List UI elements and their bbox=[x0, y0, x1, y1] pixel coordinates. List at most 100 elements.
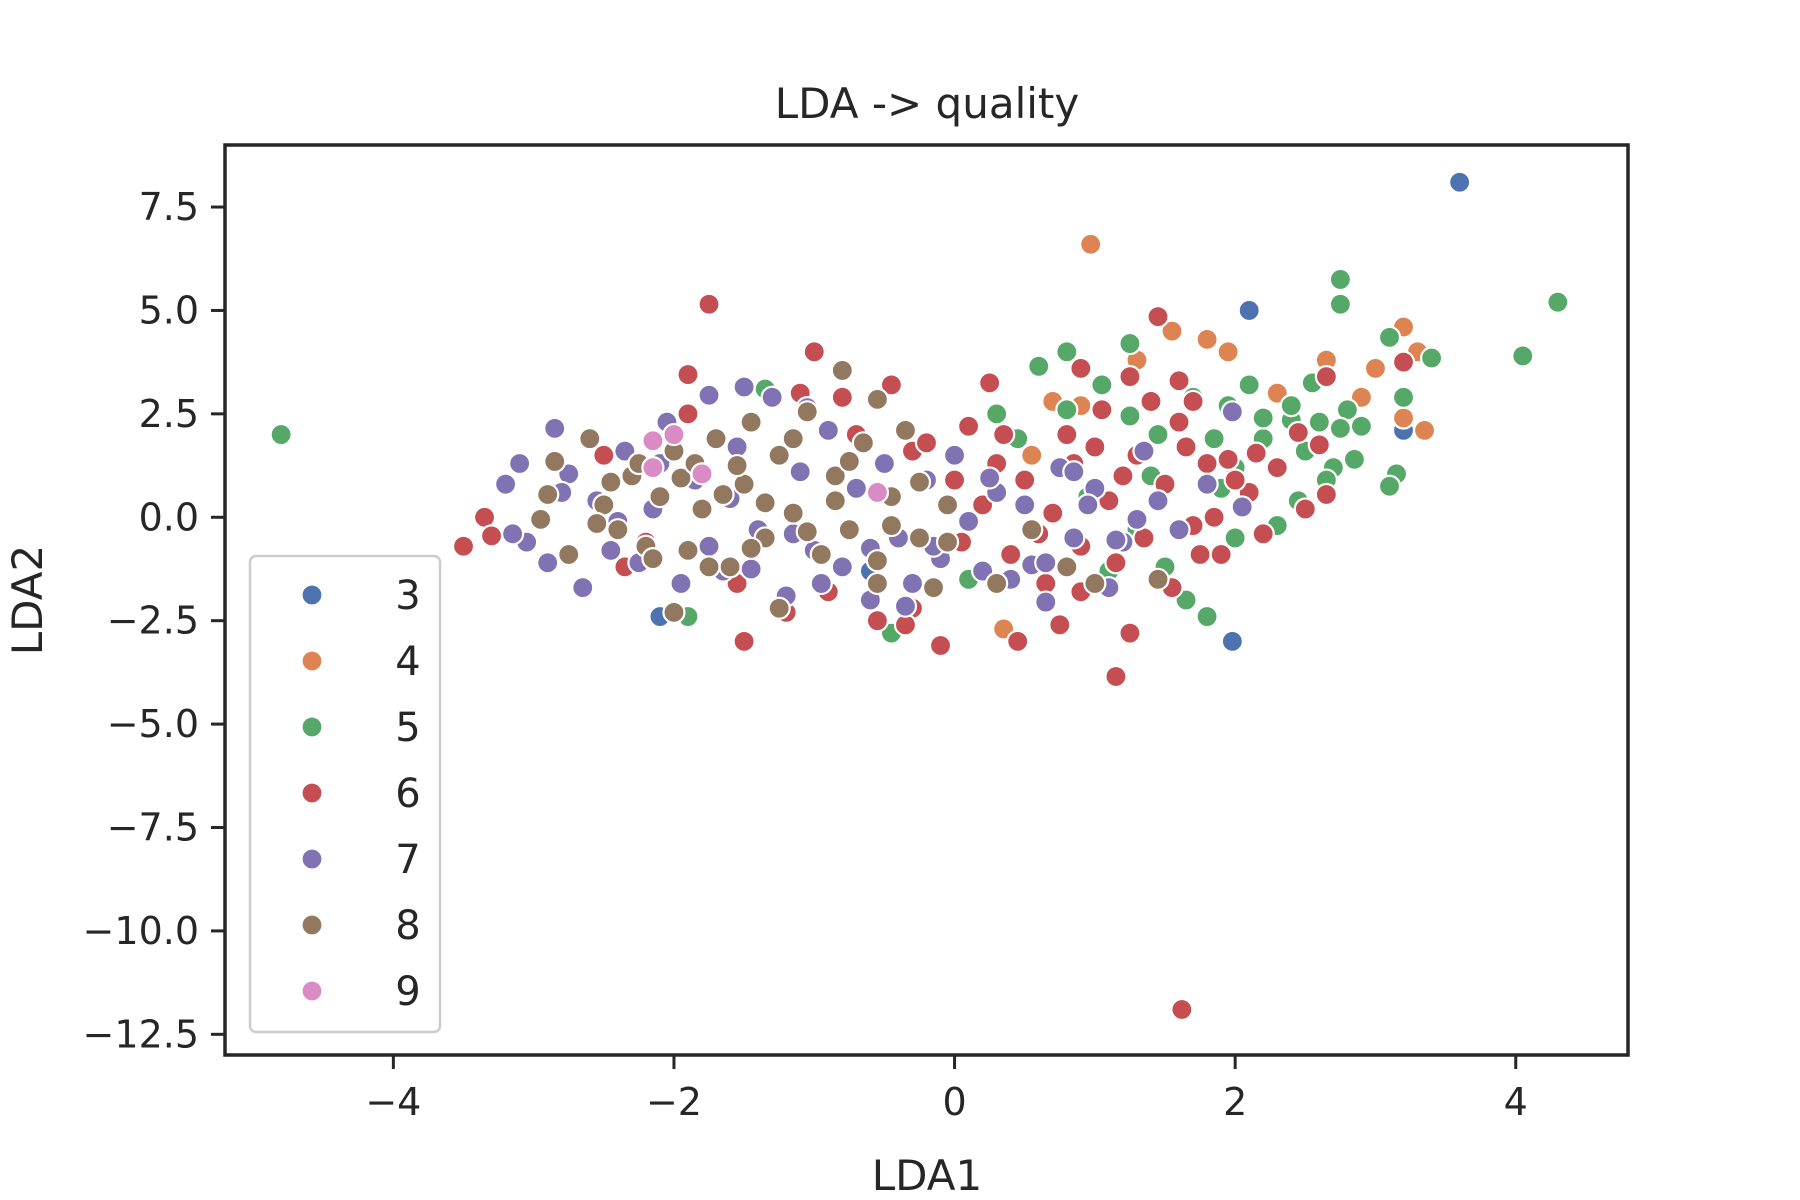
scatter-point bbox=[1363, 356, 1388, 380]
scatter-point bbox=[767, 443, 791, 467]
legend-marker bbox=[300, 715, 324, 739]
x-tick-label: 2 bbox=[1223, 1080, 1247, 1124]
scatter-point bbox=[451, 534, 476, 558]
scatter-point bbox=[1118, 331, 1142, 356]
scatter-point bbox=[985, 402, 1009, 426]
y-tick-label: 0.0 bbox=[139, 495, 199, 539]
y-tick-label: 5.0 bbox=[139, 288, 199, 332]
scatter-point bbox=[1195, 327, 1219, 352]
scatter-point bbox=[753, 491, 777, 515]
scatter-point bbox=[1146, 422, 1170, 447]
x-tick-label: 0 bbox=[942, 1080, 966, 1124]
scatter-point bbox=[809, 542, 833, 567]
scatter-point bbox=[1083, 435, 1107, 459]
scatter-point bbox=[1349, 414, 1374, 438]
scatter-point bbox=[606, 518, 630, 542]
scatter-point bbox=[956, 509, 981, 534]
scatter-point bbox=[1013, 493, 1037, 517]
y-tick-label: −10.0 bbox=[83, 909, 199, 953]
x-tick-label: −4 bbox=[365, 1080, 421, 1124]
legend-marker bbox=[300, 781, 324, 805]
scatter-point bbox=[978, 371, 1002, 395]
scatter-point bbox=[1342, 447, 1367, 471]
scatter-point bbox=[1286, 420, 1310, 445]
scatter-point bbox=[1090, 373, 1114, 397]
scatter-point bbox=[536, 482, 560, 507]
scatter-point bbox=[529, 507, 553, 531]
scatter-point bbox=[1377, 325, 1402, 349]
y-tick-label: 7.5 bbox=[139, 185, 199, 229]
scatter-point bbox=[928, 633, 953, 658]
scatter-point bbox=[711, 482, 735, 507]
scatter-point bbox=[809, 571, 833, 596]
scatter-point bbox=[1195, 472, 1219, 496]
scatter-point bbox=[662, 600, 686, 625]
scatter-point bbox=[914, 431, 939, 455]
scatter-point bbox=[1167, 518, 1191, 542]
scatter-point bbox=[1048, 613, 1072, 637]
scatter-point bbox=[599, 538, 623, 562]
scatter-point bbox=[767, 596, 791, 620]
scatter-point bbox=[865, 480, 889, 505]
scatter-point bbox=[543, 416, 567, 440]
legend-label: 9 bbox=[395, 969, 420, 1015]
scatter-point bbox=[865, 387, 889, 411]
scatter-point bbox=[1195, 451, 1219, 476]
scatter-point bbox=[1013, 468, 1037, 492]
scatter-point bbox=[1328, 267, 1352, 292]
scatter-point bbox=[837, 449, 861, 474]
scatter-point bbox=[732, 375, 756, 399]
scatter-point bbox=[1055, 555, 1079, 579]
scatter-point bbox=[942, 468, 967, 492]
scatter-point bbox=[676, 362, 700, 387]
scatter-point bbox=[1216, 447, 1240, 471]
scatter-point bbox=[1188, 542, 1212, 567]
scatter-point bbox=[739, 536, 763, 560]
scatter-point bbox=[1251, 522, 1275, 546]
scatter-point bbox=[676, 402, 700, 426]
scatter-point bbox=[1391, 406, 1416, 430]
scatter-point bbox=[830, 358, 854, 383]
legend-label: 4 bbox=[395, 639, 420, 685]
scatter-point bbox=[718, 555, 742, 579]
scatter-point bbox=[935, 530, 960, 554]
scatter-point bbox=[1251, 406, 1275, 430]
y-tick-label: −7.5 bbox=[107, 806, 199, 850]
scatter-point bbox=[1055, 340, 1079, 364]
scatter-point bbox=[1062, 526, 1086, 550]
scatter-point bbox=[690, 462, 714, 486]
scatter-point bbox=[1265, 456, 1289, 480]
scatter-point bbox=[1118, 621, 1142, 645]
scatter-point bbox=[1314, 365, 1338, 389]
scatter-point bbox=[795, 400, 819, 424]
scatter-point bbox=[1391, 350, 1416, 374]
legend-frame bbox=[248, 554, 442, 1034]
scatter-point bbox=[494, 472, 518, 496]
scatter-point bbox=[900, 571, 925, 596]
legend-marker bbox=[300, 649, 324, 673]
scatter-point bbox=[1237, 298, 1261, 323]
scatter-point bbox=[1139, 389, 1163, 414]
axes-frame bbox=[223, 143, 1630, 1057]
scatter-point bbox=[879, 513, 904, 538]
scatter-point bbox=[1062, 460, 1086, 484]
legend-label: 3 bbox=[395, 573, 420, 619]
scatter-point bbox=[648, 484, 672, 509]
legend-label: 6 bbox=[395, 771, 420, 817]
scatter-point bbox=[1391, 385, 1416, 409]
scatter-point bbox=[1230, 495, 1254, 519]
scatter-point bbox=[802, 340, 826, 364]
scatter-point bbox=[1118, 404, 1142, 428]
scatter-point bbox=[1223, 468, 1247, 492]
legend-label: 8 bbox=[395, 903, 420, 949]
scatter-point bbox=[739, 410, 763, 434]
scatter-point bbox=[536, 551, 560, 575]
scatter-point bbox=[823, 464, 847, 488]
scatter-point bbox=[571, 575, 595, 600]
legend-marker bbox=[300, 847, 324, 871]
scatter-point bbox=[641, 456, 665, 480]
scatter-point bbox=[1220, 629, 1244, 653]
scatter-point bbox=[1195, 604, 1219, 629]
scatter-point bbox=[557, 542, 581, 567]
